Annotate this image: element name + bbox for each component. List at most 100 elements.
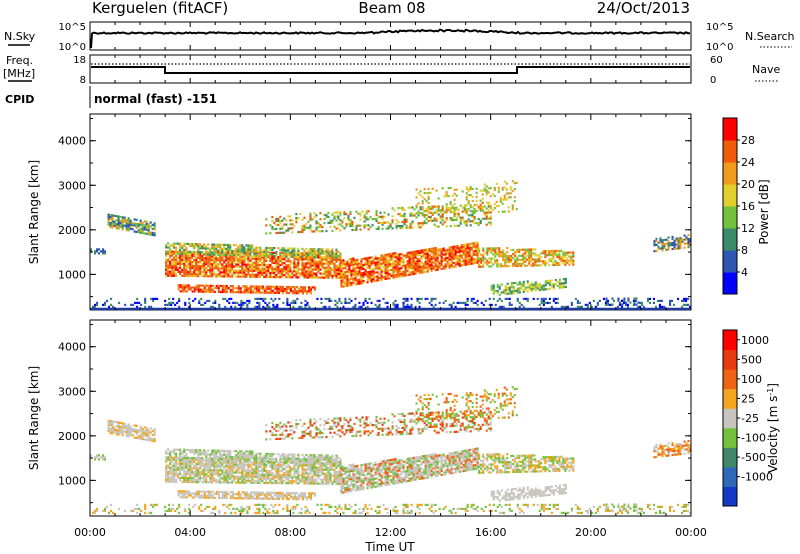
velocity-cell <box>333 472 336 475</box>
power-cell <box>352 267 355 270</box>
power-cell <box>169 246 172 249</box>
power-cell <box>362 257 365 260</box>
power-cell <box>444 251 447 254</box>
power-cell <box>315 260 318 263</box>
power-cell <box>173 266 176 269</box>
power-cell <box>362 273 365 276</box>
power-cell <box>452 245 455 248</box>
power-cell <box>342 305 345 308</box>
power-cell <box>249 265 252 268</box>
power-cell <box>219 247 222 250</box>
power-cell <box>450 248 453 251</box>
power-cell <box>233 259 236 262</box>
power-cell <box>305 262 308 265</box>
power-cell <box>254 305 257 308</box>
power-cell <box>335 260 338 263</box>
power-cell <box>259 269 262 272</box>
power-cell <box>292 301 295 304</box>
power-cell <box>242 301 245 304</box>
velocity-cell <box>245 463 248 466</box>
ytick-label: 2000 <box>58 224 86 237</box>
colorbar-segment <box>723 162 737 185</box>
power-cell <box>301 272 304 275</box>
power-cell <box>261 261 264 264</box>
power-cell <box>269 257 272 261</box>
power-cell <box>322 305 325 308</box>
power-cell <box>442 247 445 250</box>
power-cell <box>281 272 284 275</box>
velocity-cell <box>191 476 194 480</box>
velocity-cell <box>183 472 186 475</box>
power-cell <box>474 245 477 248</box>
power-cell <box>303 249 306 252</box>
power-cell <box>605 299 608 302</box>
power-cell <box>269 275 272 279</box>
velocity-cell <box>307 466 310 469</box>
velocity-cell <box>233 463 236 466</box>
velocity-cell <box>245 475 248 478</box>
velocity-cell <box>293 468 296 471</box>
power-cell <box>450 260 453 263</box>
velocity-cell <box>285 482 288 485</box>
power-cell <box>516 283 519 286</box>
power-cell <box>370 262 373 265</box>
power-cell <box>380 278 383 281</box>
power-cell <box>289 268 292 271</box>
power-cell <box>499 200 502 203</box>
power-cell <box>177 288 180 291</box>
power-cell <box>363 216 366 219</box>
power-cell <box>498 255 501 258</box>
velocity-cell <box>301 472 304 475</box>
power-cell <box>540 301 543 304</box>
power-cell <box>195 264 198 268</box>
velocity-cell <box>201 481 204 484</box>
power-cell <box>524 288 527 291</box>
power-cell <box>181 250 184 253</box>
power-cell <box>289 264 292 267</box>
velocity-cell <box>241 481 244 484</box>
power-cell <box>185 246 188 249</box>
power-cell <box>344 271 347 274</box>
power-cell <box>287 276 290 279</box>
power-cell <box>272 303 275 306</box>
velocity-cell <box>325 480 328 483</box>
power-cell <box>241 250 244 253</box>
power-cell <box>235 251 238 254</box>
power-cell <box>183 254 186 257</box>
power-cell <box>135 224 138 227</box>
power-cell <box>273 269 276 273</box>
power-cell <box>570 301 573 304</box>
power-cell <box>231 291 234 294</box>
power-cell <box>315 256 318 259</box>
power-cell <box>437 205 440 208</box>
power-cell <box>374 263 377 266</box>
power-cell <box>530 248 533 251</box>
power-cell <box>381 217 384 220</box>
power-cell <box>380 262 383 265</box>
power-cell <box>247 244 250 247</box>
power-cell <box>404 266 407 269</box>
power-cell <box>213 245 216 248</box>
power-cell <box>447 187 450 190</box>
power-cell <box>145 220 148 223</box>
velocity-cell <box>175 454 178 457</box>
power-cell <box>397 207 400 210</box>
power-cell <box>463 208 466 211</box>
power-cell <box>167 272 170 275</box>
power-cell <box>237 291 240 294</box>
velocity-cell <box>253 481 256 484</box>
power-cell <box>445 203 448 206</box>
velocity-cell <box>329 464 332 467</box>
power-cell <box>480 301 483 304</box>
power-cell <box>311 230 314 233</box>
power-cell <box>652 297 655 300</box>
power-cell <box>125 229 128 232</box>
power-cell <box>536 260 539 263</box>
power-cell <box>219 249 222 252</box>
power-cell <box>325 260 328 263</box>
velocity-cell <box>225 465 228 468</box>
power-cell <box>340 283 343 286</box>
power-cell <box>329 266 332 269</box>
power-cell <box>677 241 680 244</box>
power-cell <box>181 290 184 293</box>
